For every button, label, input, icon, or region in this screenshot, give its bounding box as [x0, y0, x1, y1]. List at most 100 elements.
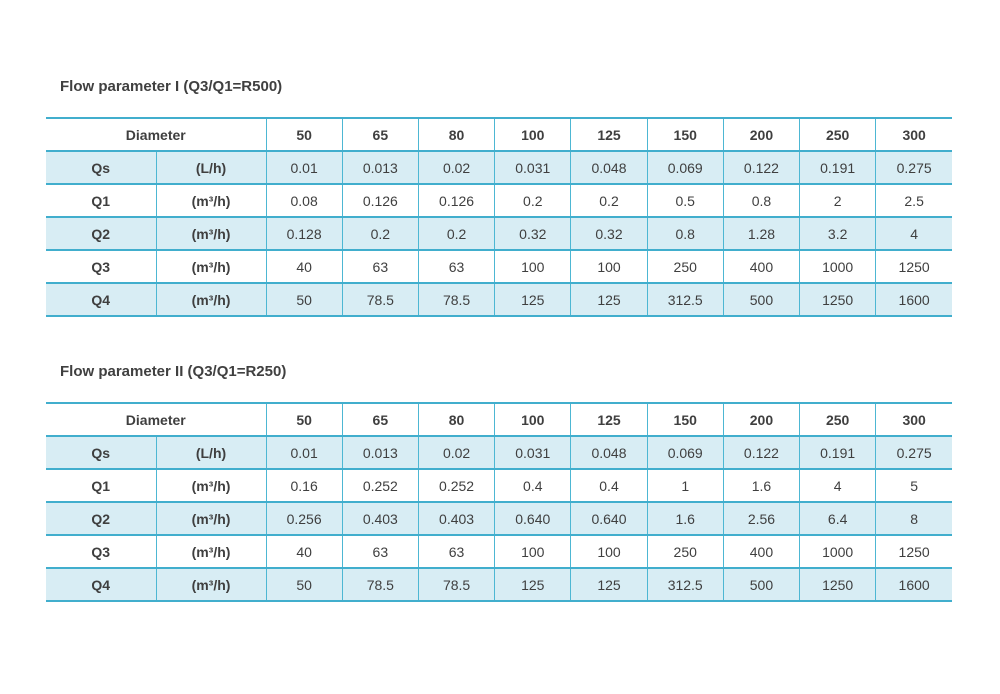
value-cell: 0.8: [722, 184, 800, 217]
value-cell: 5: [875, 469, 952, 502]
unit-label: (m³/h): [155, 469, 267, 502]
table-header-row: Diameter 50 65 80 100 125 150 200 250 300: [46, 118, 952, 151]
value-cell: 0.031: [494, 151, 571, 184]
value-cell: 1.6: [646, 502, 724, 535]
value-cell: 0.048: [570, 436, 648, 469]
value-cell: 78.5: [417, 283, 495, 316]
param-label: Q3: [91, 543, 111, 560]
section-title-flow-parameter-2: Flow parameter II (Q3/Q1=R250): [60, 363, 287, 380]
diameter-size-header: 250: [799, 118, 876, 151]
value-cell: 8: [875, 502, 952, 535]
value-cell: 50: [265, 283, 343, 316]
value-cell: 0.048: [570, 151, 648, 184]
value-cell: 78.5: [417, 568, 495, 601]
value-cell: 400: [722, 250, 800, 283]
value-cell: 0.01: [265, 436, 343, 469]
value-cell: 0.275: [875, 151, 952, 184]
value-cell: 1250: [875, 250, 952, 283]
value-cell: 0.16: [265, 469, 343, 502]
value-cell: 40: [265, 535, 343, 568]
unit-label: (m³/h): [155, 535, 267, 568]
diameter-size-header: 300: [875, 403, 952, 436]
value-cell: 125: [494, 283, 571, 316]
value-cell: 100: [494, 535, 571, 568]
value-cell: 1000: [799, 250, 876, 283]
value-cell: 125: [494, 568, 571, 601]
value-cell: 63: [341, 250, 419, 283]
value-cell: 0.122: [722, 151, 800, 184]
value-cell: 250: [646, 250, 724, 283]
value-cell: 312.5: [646, 283, 724, 316]
value-cell: 0.4: [570, 469, 648, 502]
param-label: Q3: [91, 258, 111, 275]
value-cell: 0.128: [265, 217, 343, 250]
value-cell: 1600: [875, 283, 952, 316]
diameter-size-header: 150: [646, 118, 724, 151]
flow-parameter-section-2: Flow parameter II (Q3/Q1=R250) Diameter 5…: [0, 363, 1000, 602]
value-cell: 312.5: [646, 568, 724, 601]
value-cell: 0.069: [646, 436, 724, 469]
value-cell: 0.32: [570, 217, 648, 250]
value-cell: 0.8: [646, 217, 724, 250]
value-cell: 2.5: [875, 184, 952, 217]
value-cell: 400: [722, 535, 800, 568]
value-cell: 2.56: [722, 502, 800, 535]
table-row: Q3 (m³/h) 40 63 63 100 100 250 400 1000 1250: [46, 250, 952, 283]
value-cell: 0.2: [570, 184, 648, 217]
diameter-size-header: 65: [341, 118, 419, 151]
value-cell: 125: [570, 568, 648, 601]
value-cell: 40: [265, 250, 343, 283]
unit-label: (m³/h): [155, 502, 267, 535]
unit-label: (m³/h): [155, 217, 267, 250]
value-cell: 1250: [875, 535, 952, 568]
value-cell: 78.5: [341, 283, 419, 316]
diameter-header: Diameter: [46, 118, 267, 151]
table-row: Q1 (m³/h) 0.16 0.252 0.252 0.4 0.4 1 1.6 4 5: [46, 469, 952, 502]
unit-label: (m³/h): [155, 250, 267, 283]
value-cell: 63: [417, 250, 495, 283]
table-row: Q3 (m³/h) 40 63 63 100 100 250 400 1000 1250: [46, 535, 952, 568]
diameter-size-header: 50: [265, 403, 343, 436]
diameter-size-header: 200: [722, 403, 800, 436]
diameter-size-header: 200: [722, 118, 800, 151]
table-row: Q4 (m³/h) 50 78.5 78.5 125 125 312.5 500 1250 1600: [46, 568, 952, 601]
value-cell: 0.069: [646, 151, 724, 184]
value-cell: 250: [646, 535, 724, 568]
diameter-header: Diameter: [46, 403, 267, 436]
value-cell: 1000: [799, 535, 876, 568]
value-cell: 63: [417, 535, 495, 568]
diameter-size-header: 125: [570, 403, 648, 436]
value-cell: 0.4: [494, 469, 571, 502]
table-header-row: Diameter 50 65 80 100 125 150 200 250 300: [46, 403, 952, 436]
value-cell: 0.02: [417, 436, 495, 469]
value-cell: 100: [494, 250, 571, 283]
value-cell: 3.2: [799, 217, 876, 250]
diameter-size-header: 100: [494, 403, 571, 436]
value-cell: 0.252: [417, 469, 495, 502]
param-label: Qs: [91, 159, 111, 176]
value-cell: 0.5: [646, 184, 724, 217]
value-cell: 1.6: [722, 469, 800, 502]
value-cell: 0.275: [875, 436, 952, 469]
value-cell: 2: [799, 184, 876, 217]
param-label: Q2: [91, 225, 111, 242]
value-cell: 0.2: [417, 217, 495, 250]
diameter-size-header: 125: [570, 118, 648, 151]
value-cell: 0.191: [799, 151, 876, 184]
value-cell: 63: [341, 535, 419, 568]
param-label: Q4: [91, 291, 111, 308]
value-cell: 78.5: [341, 568, 419, 601]
value-cell: 0.191: [799, 436, 876, 469]
value-cell: 6.4: [799, 502, 876, 535]
value-cell: 0.08: [265, 184, 343, 217]
diameter-size-header: 100: [494, 118, 571, 151]
value-cell: 0.02: [417, 151, 495, 184]
param-label: Q2: [91, 510, 111, 527]
value-cell: 0.252: [341, 469, 419, 502]
value-cell: 0.126: [341, 184, 419, 217]
table-row: Q4 (m³/h) 50 78.5 78.5 125 125 312.5 500 1250 1600: [46, 283, 952, 316]
value-cell: 0.122: [722, 436, 800, 469]
diameter-size-header: 80: [417, 403, 495, 436]
value-cell: 1.28: [722, 217, 800, 250]
value-cell: 100: [570, 535, 648, 568]
